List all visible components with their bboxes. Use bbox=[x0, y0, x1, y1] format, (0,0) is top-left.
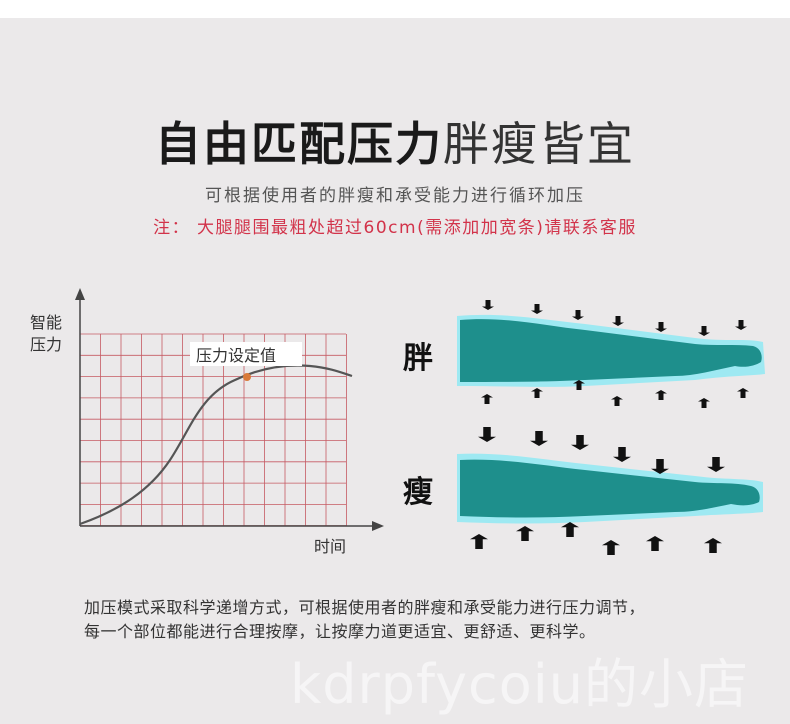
title-light: 胖瘦皆宜 bbox=[443, 117, 635, 171]
thin-label: 瘦 bbox=[403, 475, 433, 510]
fat-label: 胖 bbox=[403, 341, 433, 376]
arrow-up-icon bbox=[602, 540, 620, 555]
leg-compression-illustration: 胖 瘦 bbox=[403, 300, 765, 555]
arrow-down-icon bbox=[651, 459, 669, 474]
arrow-up-icon bbox=[470, 534, 488, 549]
fat-leg-arrows bbox=[481, 300, 749, 408]
top-white-band bbox=[0, 0, 790, 18]
arrow-down-icon bbox=[707, 457, 725, 472]
arrow-down-icon bbox=[613, 447, 631, 462]
y-axis-arrow bbox=[75, 288, 85, 300]
arrow-down-icon bbox=[482, 300, 494, 310]
arrow-up-icon bbox=[698, 398, 710, 408]
annotation-box bbox=[190, 342, 302, 366]
arrow-down-icon bbox=[655, 322, 667, 332]
caption: 加压模式采取科学递增方式，可根据使用者的胖瘦和承受能力进行压力调节， 每一个部位… bbox=[84, 596, 774, 644]
thin-leg-arrows bbox=[470, 427, 725, 555]
arrow-down-icon bbox=[478, 427, 496, 442]
thin-leg-group bbox=[457, 427, 763, 555]
fat-leg-body bbox=[460, 319, 762, 382]
arrow-down-icon bbox=[571, 435, 589, 450]
setpoint-marker bbox=[243, 373, 251, 381]
y-axis-label-2: 压力 bbox=[30, 335, 62, 354]
arrow-down-icon bbox=[531, 304, 543, 314]
caption-line-2: 每一个部位都能进行合理按摩，让按摩力道更适宜、更舒适、更科学。 bbox=[84, 622, 596, 641]
x-axis-label: 时间 bbox=[314, 537, 346, 556]
arrow-down-icon bbox=[698, 326, 710, 336]
title-bold: 自由匹配压力 bbox=[155, 117, 443, 171]
arrow-down-icon bbox=[612, 316, 624, 326]
subtitle: 可根据使用者的胖瘦和承受能力进行循环加压 bbox=[205, 186, 585, 206]
pressure-graph: 智能 压力 时间 压力设定值 bbox=[30, 288, 384, 556]
y-axis-label-1: 智能 bbox=[30, 313, 62, 332]
caption-line-1: 加压模式采取科学递增方式，可根据使用者的胖瘦和承受能力进行压力调节， bbox=[84, 598, 646, 617]
pressure-curve bbox=[79, 364, 353, 526]
note-text: 注： 大腿腿围最粗处超过60cm(需添加加宽条)请联系客服 bbox=[153, 218, 637, 238]
x-axis-arrow bbox=[372, 521, 384, 531]
arrow-down-icon bbox=[530, 431, 548, 446]
arrow-up-icon bbox=[481, 394, 493, 404]
arrow-up-icon bbox=[646, 536, 664, 551]
arrow-up-icon bbox=[655, 390, 667, 400]
thin-leg-body bbox=[460, 459, 760, 518]
annotation-label: 压力设定值 bbox=[196, 346, 276, 365]
page-title: 自由匹配压力胖瘦皆宜 bbox=[0, 110, 790, 178]
arrow-up-icon bbox=[561, 522, 579, 537]
arrow-down-icon bbox=[735, 320, 747, 330]
fat-leg-group bbox=[457, 300, 765, 408]
arrow-up-icon bbox=[573, 380, 585, 390]
arrow-up-icon bbox=[531, 388, 543, 398]
arrow-up-icon bbox=[611, 396, 623, 406]
arrow-down-icon bbox=[572, 310, 584, 320]
arrow-up-icon bbox=[704, 538, 722, 553]
arrow-up-icon bbox=[737, 388, 749, 398]
watermark: kdrpfycoiu的小店 bbox=[290, 653, 750, 716]
arrow-up-icon bbox=[516, 526, 534, 541]
